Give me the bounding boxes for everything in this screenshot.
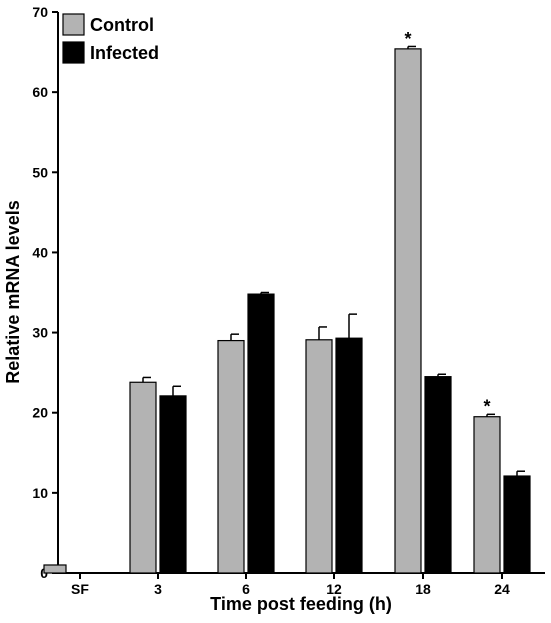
x-tick-label: 12 bbox=[326, 581, 342, 597]
bar-infected-18 bbox=[424, 376, 452, 574]
bar-infected-6 bbox=[247, 293, 275, 574]
bar-control-sf bbox=[43, 564, 67, 574]
bar-control-3 bbox=[129, 381, 157, 574]
legend-label-control: Control bbox=[90, 15, 154, 35]
bar-control-6 bbox=[217, 339, 245, 574]
bar-control-18 bbox=[394, 48, 422, 574]
y-tick-label: 20 bbox=[32, 405, 48, 421]
significance-marker: * bbox=[483, 397, 490, 417]
error-bars bbox=[142, 45, 525, 477]
bar-control-12 bbox=[305, 339, 333, 574]
bars bbox=[43, 48, 531, 574]
x-axis-ticks: SF 3 6 12 18 24 bbox=[71, 573, 510, 597]
y-tick-label: 70 bbox=[32, 4, 48, 20]
x-tick-label: 6 bbox=[242, 581, 250, 597]
y-tick-label: 30 bbox=[32, 325, 48, 341]
y-tick-label: 50 bbox=[32, 164, 48, 180]
bar-infected-3 bbox=[159, 395, 187, 574]
y-axis-label: Relative mRNA levels bbox=[3, 200, 23, 383]
significance-marker: * bbox=[404, 29, 411, 49]
bar-control-24 bbox=[473, 416, 501, 574]
y-axis-ticks: 010203040506070 bbox=[32, 4, 58, 581]
y-tick-label: 10 bbox=[32, 485, 48, 501]
legend: Control Infected bbox=[62, 13, 159, 64]
bar-infected-24 bbox=[503, 475, 531, 574]
x-tick-label: SF bbox=[71, 581, 89, 597]
x-tick-label: 3 bbox=[154, 581, 162, 597]
x-tick-label: 18 bbox=[415, 581, 431, 597]
legend-swatch-infected bbox=[62, 41, 85, 64]
x-axis-label: Time post feeding (h) bbox=[210, 594, 392, 614]
bar-infected-12 bbox=[335, 337, 363, 574]
legend-swatch-control bbox=[62, 13, 85, 36]
y-tick-label: 40 bbox=[32, 244, 48, 260]
x-tick-label: 24 bbox=[494, 581, 510, 597]
annotations: ** bbox=[404, 29, 490, 417]
y-tick-label: 60 bbox=[32, 84, 48, 100]
legend-label-infected: Infected bbox=[90, 43, 159, 63]
